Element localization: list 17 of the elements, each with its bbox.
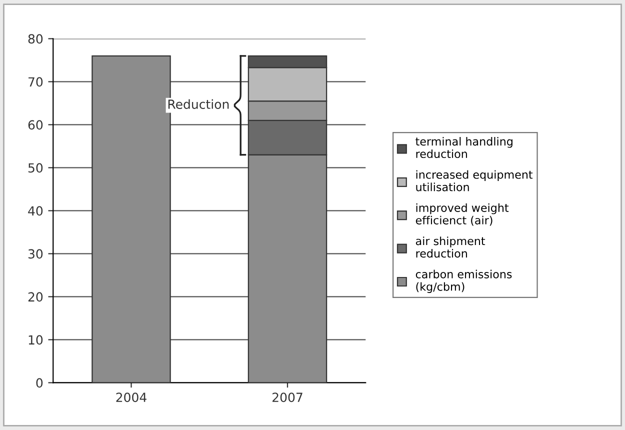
legend-label: improved weight efficienct (air): [416, 203, 509, 226]
y-tick-label: 10: [28, 335, 43, 345]
y-tick-label: 80: [28, 34, 43, 44]
y-tick-label: 30: [28, 249, 43, 259]
legend-label: increased equipment utilisation: [416, 170, 533, 192]
x-tick-label: 2004: [116, 392, 146, 402]
x-tick-label: 2007: [272, 392, 302, 402]
y-tick-label: 0: [36, 378, 43, 388]
legend-label: air shipment reduction: [416, 236, 486, 258]
y-tick-label: 60: [28, 120, 43, 130]
legend-label: carbon emissions (kg/cbm): [416, 270, 512, 293]
y-tick-label: 40: [28, 206, 43, 216]
y-tick-label: 20: [28, 292, 43, 302]
y-tick-label: 70: [28, 77, 43, 87]
y-tick-label: 50: [28, 163, 43, 173]
annotation: Reduction: [168, 99, 229, 109]
legend-label: terminal handling reduction: [416, 137, 512, 158]
